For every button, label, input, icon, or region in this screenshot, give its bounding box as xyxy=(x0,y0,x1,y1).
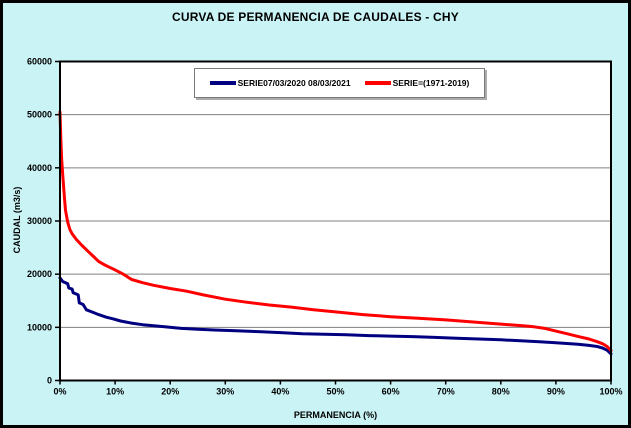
legend-line-red-icon xyxy=(364,81,391,85)
legend: SERIE07/03/2020 08/03/2021 SERIE=(1971-2… xyxy=(194,68,485,98)
series-line-0 xyxy=(58,276,613,356)
x-axis-title: PERMANENCIA (%) xyxy=(293,410,378,420)
y-axis-title: CAUDAL (m3/s) xyxy=(12,186,22,254)
gridlines xyxy=(60,114,611,328)
chart-title: CURVA DE PERMANENCIA DE CAUDALES - CHY xyxy=(172,10,459,24)
x-tick-label: 60% xyxy=(382,387,400,397)
x-axis-ticks: 0% 10% 20% 30% 40% 50% 60% 70% 80% 90% 100% xyxy=(53,380,623,397)
y-tick-label: 60000 xyxy=(27,57,52,67)
x-tick-label: 40% xyxy=(271,387,289,397)
x-tick-label: 80% xyxy=(492,387,510,397)
legend-item-serie-1971-2019: SERIE=(1971-2019) xyxy=(364,78,470,88)
legend-label-serie-2020-2021: SERIE07/03/2020 08/03/2021 xyxy=(237,78,351,88)
x-tick-label: 100% xyxy=(599,387,622,397)
plot-area: 0 10000 20000 30000 40000 50000 60000 0% 10% 20% 3… xyxy=(27,57,623,397)
legend-label-serie-1971-2019: SERIE=(1971-2019) xyxy=(392,78,470,88)
x-tick-label: 10% xyxy=(106,387,124,397)
x-tick-label: 0% xyxy=(53,387,66,397)
x-tick-label: 20% xyxy=(161,387,179,397)
x-tick-label: 30% xyxy=(216,387,234,397)
y-tick-label: 30000 xyxy=(27,216,52,226)
y-tick-label: 0 xyxy=(47,376,52,386)
y-axis-ticks: 0 10000 20000 30000 40000 50000 60000 xyxy=(27,57,60,386)
x-tick-label: 50% xyxy=(326,387,344,397)
series-line-1 xyxy=(58,110,613,353)
y-tick-label: 40000 xyxy=(27,163,52,173)
legend-line-blue-icon xyxy=(209,81,236,85)
x-tick-label: 90% xyxy=(547,387,565,397)
x-tick-label: 70% xyxy=(437,387,455,397)
y-tick-label: 10000 xyxy=(27,322,52,332)
y-tick-label: 50000 xyxy=(27,110,52,120)
y-tick-label: 20000 xyxy=(27,269,52,279)
legend-item-serie-2020-2021: SERIE07/03/2020 08/03/2021 xyxy=(209,78,351,88)
